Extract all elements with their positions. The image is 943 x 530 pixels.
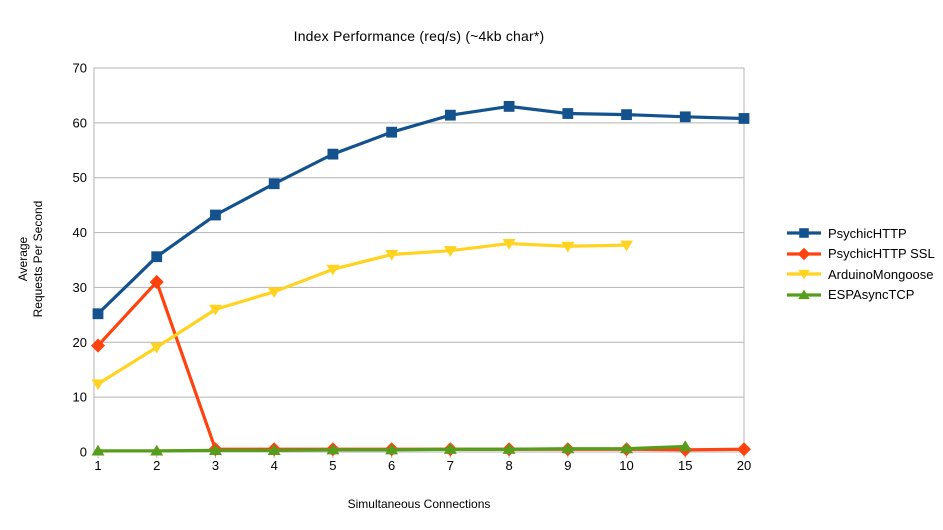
series-marker-triangle-up-icon (385, 443, 399, 455)
series-marker-square-icon (151, 251, 163, 263)
y-tick-label: 20 (73, 335, 87, 350)
series-marker-square-icon (210, 209, 221, 221)
x-tick-label: 9 (564, 458, 571, 473)
series-marker-triangle-down-icon (150, 342, 164, 354)
x-tick-label: 4 (271, 458, 278, 473)
legend-label: PsychicHTTP SSL (828, 246, 935, 262)
legend-diamond-icon (787, 247, 821, 260)
series-marker-triangle-down-icon (443, 246, 457, 257)
legend-label: ESPAsyncTCP (828, 287, 915, 303)
series-marker-triangle-down-icon (620, 240, 634, 252)
series-marker-diamond-icon (149, 274, 164, 289)
legend-label: PsychicHTTP (828, 225, 907, 241)
series-marker-diamond-icon (736, 442, 752, 457)
y-axis-title-line1: Average (16, 236, 30, 282)
legend-label: ArduinoMongoose (828, 266, 934, 282)
x-axis-title: Simultaneous Connections (347, 497, 491, 511)
x-tick-label: 10 (619, 458, 633, 473)
x-tick-label: 8 (505, 458, 512, 473)
y-tick-label: 10 (73, 390, 87, 405)
series-marker-triangle-up-icon (267, 444, 281, 455)
series-marker-triangle-down-icon (385, 249, 399, 261)
series-marker-triangle-down-icon (91, 379, 105, 391)
x-tick-label: 15 (678, 458, 692, 473)
series-marker-triangle-up-icon (443, 443, 457, 454)
x-tick-label: 1 (94, 458, 101, 473)
y-tick-label: 60 (73, 115, 87, 130)
series-marker-triangle-up-icon (208, 444, 222, 455)
series-line-PsychicHTTP-SSL (96, 280, 746, 452)
series-line-PsychicHTTP (96, 104, 746, 316)
series-marker-square-icon (444, 109, 456, 121)
series-marker-diamond-icon (90, 338, 106, 353)
series-marker-square-icon (503, 101, 515, 112)
series-marker-square-icon (621, 109, 632, 121)
series-marker-square-icon (327, 148, 339, 160)
legend: PsychicHTTP PsychicHTTP SSL ArduinoMongoos… (786, 223, 935, 305)
legend-item-ESPAsyncTCP: ESPAsyncTCP (786, 285, 935, 306)
x-tick-label: 20 (737, 458, 751, 473)
series-marker-triangle-down-icon (561, 241, 575, 253)
legend-item-PsychicHTTP-SSL: PsychicHTTP SSL (786, 244, 935, 265)
y-tick-label: 0 (80, 445, 87, 460)
y-tick-label: 70 (73, 61, 87, 76)
series-marker-triangle-up-icon (620, 442, 634, 454)
series-marker-triangle-up-icon (91, 444, 105, 456)
series-marker-triangle-up-icon (561, 442, 575, 454)
series-marker-triangle-down-icon (267, 287, 281, 299)
y-axis-title: Average Requests Per Second (16, 159, 46, 359)
series-marker-triangle-down-icon (502, 238, 516, 250)
y-axis-title-line2: Requests Per Second (31, 200, 45, 318)
y-tick-label: 50 (73, 170, 87, 185)
series-marker-triangle-up-icon (502, 443, 516, 454)
series-marker-square-icon (562, 108, 574, 119)
legend-triangle-down-icon (787, 270, 821, 280)
legend-triangle-up-icon (787, 289, 821, 299)
series-marker-triangle-down-icon (208, 304, 222, 316)
series-marker-square-icon (92, 308, 104, 320)
x-tick-label: 7 (447, 458, 454, 473)
series-marker-triangle-up-icon (326, 443, 340, 455)
x-tick-label: 6 (388, 458, 395, 473)
series-line-ArduinoMongoose (96, 241, 629, 386)
series-marker-triangle-up-icon (678, 440, 692, 452)
series-marker-square-icon (386, 126, 398, 138)
chart-title: Index Performance (req/s) (~4kb char*) (293, 28, 545, 44)
x-tick-label: 5 (329, 458, 336, 473)
x-tick-label: 3 (212, 458, 219, 473)
series-marker-triangle-up-icon (150, 444, 164, 456)
legend-item-ArduinoMongoose: ArduinoMongoose (786, 264, 935, 285)
legend-square-icon (787, 228, 821, 239)
series-marker-square-icon (738, 113, 750, 124)
series-marker-square-icon (679, 111, 691, 123)
x-tick-label: 2 (153, 458, 160, 473)
legend-item-PsychicHTTP: PsychicHTTP (786, 223, 935, 244)
y-tick-label: 30 (73, 280, 87, 295)
series-marker-triangle-down-icon (326, 264, 340, 276)
plot-frame (93, 67, 745, 453)
series-marker-square-icon (268, 178, 280, 190)
y-tick-label: 40 (73, 225, 87, 240)
